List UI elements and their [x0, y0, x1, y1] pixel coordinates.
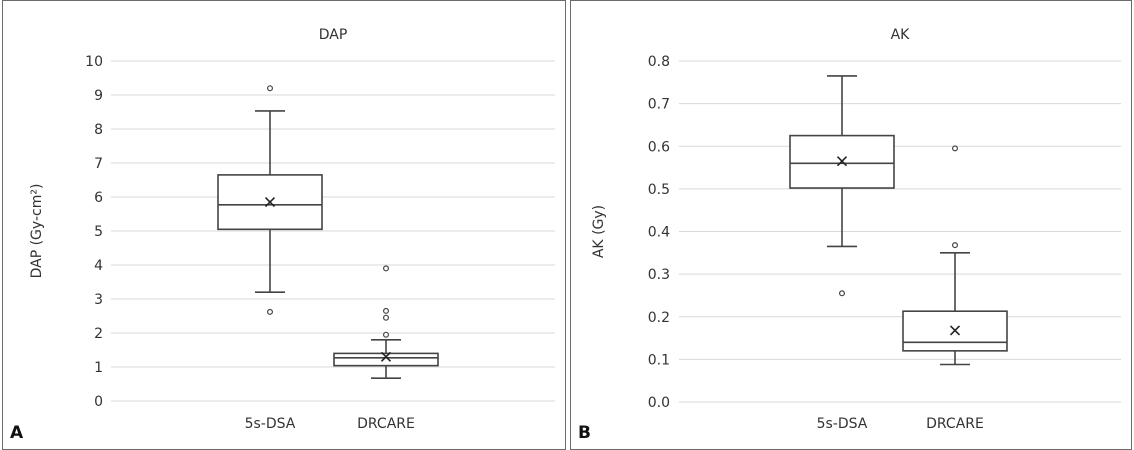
- y-tick-label: 0: [94, 394, 103, 410]
- y-tick-label: 8: [94, 122, 103, 138]
- outlier-point: [839, 290, 846, 297]
- outlier-point: [383, 331, 390, 338]
- box-5s-dsa: [217, 85, 323, 315]
- mean-marker-stroke: [380, 351, 392, 362]
- x-category-label: 5s-DSA: [817, 416, 868, 432]
- mean-marker: [949, 325, 961, 336]
- mean-marker: [380, 351, 392, 362]
- y-tick-label: 0.2: [648, 310, 670, 326]
- box-drcare: [902, 145, 1008, 366]
- outlier-point: [267, 85, 274, 92]
- y-tick-label: 2: [94, 326, 103, 342]
- panel-a-dap: DAP DAP (Gy-cm²) 0 1 2 3 4 5 6 7 8 9 10 5s-DSA DRCARE …: [2, 0, 566, 450]
- ak-box-plot: AK AK (Gy) 0.0 0.1 0.2 0.3 0.4 0.5 0.6 0.7 0.8 5s-D…: [591, 27, 1121, 432]
- y-tick-label: 0.7: [648, 97, 670, 113]
- y-tick-label: 0.1: [648, 352, 670, 368]
- y-tick-label: 7: [94, 156, 103, 172]
- outlier-point: [383, 314, 390, 321]
- y-axis-label: AK (Gy): [591, 205, 607, 258]
- y-tick-label: 0.4: [648, 225, 670, 241]
- panel-letter-a: A: [10, 423, 24, 443]
- dap-box-plot: DAP DAP (Gy-cm²) 0 1 2 3 4 5 6 7 8 9 10 5s-DSA DRCARE: [29, 27, 555, 432]
- y-tick-label: 6: [94, 190, 103, 206]
- outlier-point: [383, 307, 390, 314]
- panel-b-ak: AK AK (Gy) 0.0 0.1 0.2 0.3 0.4 0.5 0.6 0.7 0.8 5s-D…: [570, 0, 1132, 450]
- y-tick-label: 9: [94, 88, 103, 104]
- y-tick-label: 0.8: [648, 54, 670, 70]
- mean-marker-stroke: [836, 156, 848, 167]
- box-drcare: [333, 265, 439, 380]
- iqr-box: [333, 352, 439, 367]
- y-tick-label: 3: [94, 292, 103, 308]
- y-tick-label: 0.5: [648, 182, 670, 198]
- outlier-point: [952, 145, 959, 152]
- y-tick-label: 1: [94, 360, 103, 376]
- mean-marker-stroke: [264, 197, 276, 208]
- y-tick-label: 5: [94, 224, 103, 240]
- outlier-point: [952, 242, 959, 249]
- y-tick-label: 10: [85, 54, 103, 70]
- y-tick-label: 0.0: [648, 395, 670, 411]
- panel-letter-b: B: [578, 423, 591, 443]
- y-tick-label: 4: [94, 258, 103, 274]
- chart-title: AK: [891, 27, 911, 43]
- x-category-label: 5s-DSA: [245, 416, 296, 432]
- y-axis-label: DAP (Gy-cm²): [29, 184, 45, 279]
- y-tick-label: 0.3: [648, 267, 670, 283]
- mean-marker: [836, 156, 848, 167]
- mean-marker-stroke: [949, 325, 961, 336]
- x-category-label: DRCARE: [926, 416, 984, 432]
- chart-title: DAP: [319, 27, 348, 43]
- x-category-label: DRCARE: [357, 416, 415, 432]
- box-5s-dsa: [789, 75, 895, 297]
- outlier-point: [267, 308, 274, 315]
- y-tick-label: 0.6: [648, 139, 670, 155]
- iqr-box: [902, 310, 1008, 352]
- mean-marker: [264, 197, 276, 208]
- outlier-point: [383, 265, 390, 272]
